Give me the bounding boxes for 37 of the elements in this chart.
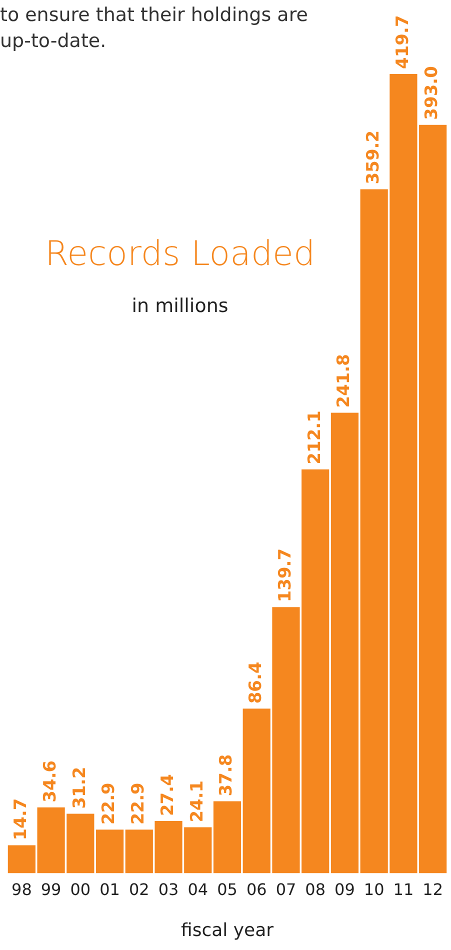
data-label: 419.7 [392,15,413,69]
data-label: 14.7 [11,798,32,840]
x-tick-label: 98 [12,880,32,899]
data-label: 27.4 [158,774,178,816]
data-label: 31.2 [70,766,90,809]
x-tick-label: 04 [188,880,208,899]
text: to ensure that their holdings are up-to-date. [0,3,309,54]
x-tick-label: 00 [70,880,91,899]
x-tick-label: 02 [128,880,150,899]
data-label: 34.6 [40,760,60,802]
x-tick-label: 12 [422,880,443,899]
data-label: 24.1 [187,780,208,822]
data-label: 393.0 [422,66,442,120]
x-tick-label: 07 [276,880,296,899]
bar [330,412,359,874]
x-tick-label: 10 [364,880,384,899]
data-label: 139.7 [275,548,296,602]
x-tick-label: 01 [100,880,120,899]
text: in millions [132,295,228,317]
data-label: 86.4 [246,662,266,704]
bar [96,830,124,874]
x-tick-label: 08 [305,880,326,899]
x-tick-label: 06 [246,880,267,899]
data-label: 37.8 [216,754,237,796]
x-tick-label: 99 [40,880,62,899]
x-tick-label: 05 [217,880,238,899]
data-label: 212.1 [304,410,325,464]
x-tick-label: 09 [334,880,355,899]
text: Records Loaded [44,234,316,274]
data-label: 359.2 [364,130,384,184]
x-axis-title: fiscal year [180,920,274,941]
data-label: 241.8 [334,354,354,408]
bar [213,801,242,874]
x-tick-label: 03 [158,880,179,899]
x-tick-label: 11 [393,880,414,899]
data-label: 22.9 [128,782,149,825]
data-label: 22.9 [99,782,120,825]
